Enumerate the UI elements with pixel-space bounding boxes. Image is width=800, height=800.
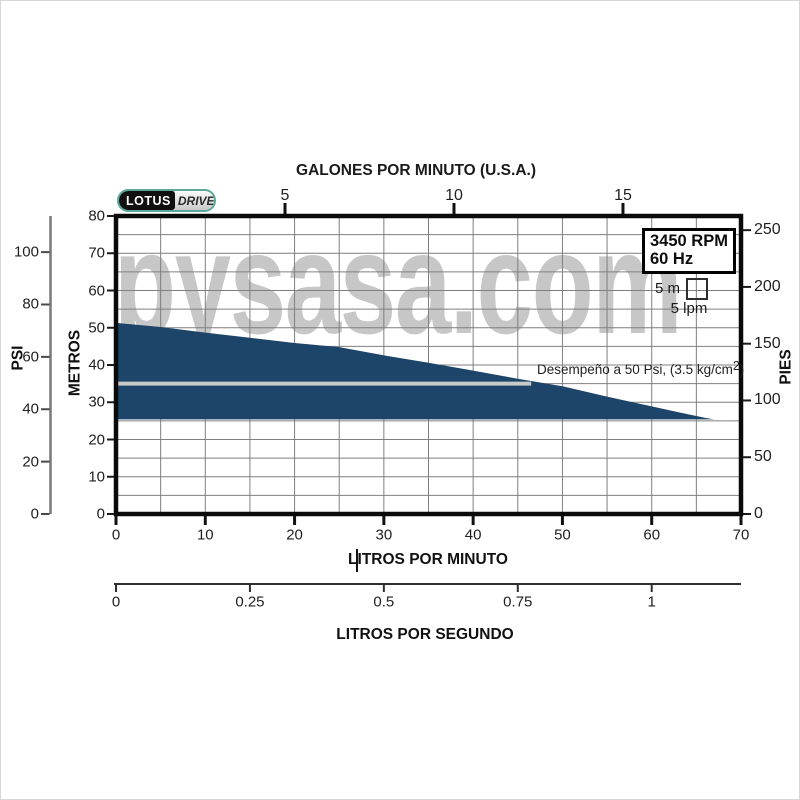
lps-axis-title: LITROS POR SEGUNDO: [336, 626, 514, 643]
psi-axis-title: PSI: [9, 345, 27, 371]
metros-axis-title: METROS: [66, 329, 84, 397]
logo-brand-text: LOTUS: [119, 191, 175, 210]
lpm-axis-title: LITROS POR MINUTO: [348, 551, 508, 568]
lotus-drive-logo: LOTUS DRIVE: [117, 189, 216, 212]
grid-scale-horizontal-label: 5 lpm: [670, 300, 708, 317]
performance-annotation: Desempeño a 50 Psi, (3.5 kg/cm2): [537, 359, 745, 377]
rpm-value: 3450 RPM: [650, 232, 728, 250]
top-axis-title: GALONES POR MINUTO (U.S.A.): [296, 162, 536, 179]
grid-scale-square-icon: [686, 278, 708, 300]
logo-sub-text: DRIVE: [174, 191, 214, 210]
pies-axis-title: PIES: [777, 349, 795, 385]
rpm-info-box: 3450 RPM 60 Hz: [642, 228, 736, 274]
grid-scale-vertical-label: 5 m: [654, 280, 680, 297]
frequency-value: 60 Hz: [650, 250, 694, 269]
text-cursor-artifact: [356, 549, 358, 572]
